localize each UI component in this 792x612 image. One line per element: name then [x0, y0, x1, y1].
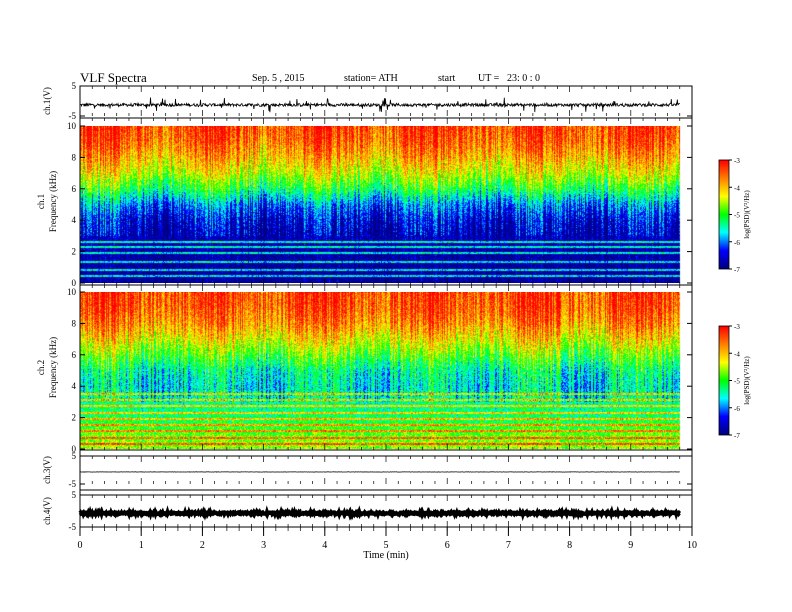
- header-station: station= ATH: [344, 73, 398, 84]
- colorbar-ch1: [719, 160, 729, 269]
- ytick-label-ch2-spectrogram-5: 10: [67, 287, 77, 297]
- ytick-label-ch3-waveform-1: -5: [69, 479, 77, 489]
- ytick-label-ch4-waveform-1: -5: [69, 522, 77, 532]
- ytick-label-ch2-spectrogram-0: 0: [72, 444, 77, 454]
- xaxis-tick-label-0: 0: [78, 540, 83, 551]
- xaxis-tick-label-2: 2: [200, 540, 205, 551]
- ytick-label-ch1-spectrogram-0: 0: [72, 278, 77, 288]
- ylabel-ch1-spectrogram: Frequency (kHz): [48, 171, 58, 232]
- xaxis-tick-label-3: 3: [261, 540, 266, 551]
- colorbar-frame-1: [718, 325, 730, 436]
- ytick-label-ch1-waveform-0: 5: [72, 81, 77, 91]
- ytick-label-ch1-spectrogram-2: 4: [72, 215, 77, 225]
- ytick-label-ch1-spectrogram-4: 8: [72, 152, 77, 162]
- ylabel-ch4-waveform: ch.4(V): [42, 497, 52, 525]
- ytick-label-ch1-waveform-1: -5: [69, 111, 77, 121]
- colorbar-tick-label-1-4: -7: [734, 432, 740, 440]
- header-start-label: start: [438, 73, 456, 84]
- xaxis-label: Time (min): [363, 550, 408, 561]
- waveform-ch1-waveform: [79, 97, 681, 113]
- colorbar-label-1: log(PSD)(V²/Hz): [743, 356, 751, 405]
- colorbar-tick-label-0-3: -6: [734, 239, 740, 247]
- header-ut-value: 23: 0 : 0: [507, 73, 541, 84]
- colorbar-tick-label-0-0: -3: [734, 157, 740, 165]
- colorbar-tick-label-0-4: -7: [734, 266, 740, 274]
- header-date: Sep. 5 , 2015: [252, 73, 305, 84]
- ylabel-ch3-waveform: ch.3(V): [42, 456, 52, 484]
- xaxis-tick-label-6: 6: [445, 540, 450, 551]
- colorbar-ch2: [719, 326, 729, 435]
- ytick-label-ch1-spectrogram-3: 6: [72, 184, 77, 194]
- xaxis-tick-label-1: 1: [139, 540, 144, 551]
- ylabel-ch2-spectrogram: Frequency (kHz): [48, 337, 58, 398]
- ytick-label-ch2-spectrogram-2: 4: [72, 381, 77, 391]
- header-ut-label: UT =: [478, 73, 500, 84]
- ch2-spectrogram-heatmap: [80, 292, 692, 449]
- colorbar-tick-label-1-2: -5: [734, 378, 740, 386]
- xaxis-tick-label-10: 10: [687, 540, 697, 551]
- ytick-label-ch2-spectrogram-3: 6: [72, 350, 77, 360]
- colorbar-tick-label-1-0: -3: [734, 323, 740, 331]
- xaxis-tick-label-7: 7: [506, 540, 511, 551]
- xaxis-tick-label-5: 5: [384, 540, 389, 551]
- ytick-label-ch2-spectrogram-4: 8: [72, 318, 77, 328]
- ch1-spectrogram-heatmap: [80, 126, 692, 283]
- ylabel-ch2-spectrogram-channel: ch.2: [36, 360, 46, 375]
- xaxis-tick-label-4: 4: [322, 540, 327, 551]
- colorbar-tick-label-0-2: -5: [734, 212, 740, 220]
- ytick-label-ch1-spectrogram-1: 2: [72, 247, 77, 257]
- ytick-label-ch2-spectrogram-1: 2: [72, 413, 77, 423]
- colorbar-tick-label-1-3: -6: [734, 405, 740, 413]
- waveform-ch4-waveform: [78, 505, 682, 522]
- colorbar-label-0: log(PSD)(V²/Hz): [743, 190, 751, 239]
- ytick-label-ch3-waveform-0: 5: [72, 451, 77, 461]
- ylabel-ch1-spectrogram-channel: ch.1: [36, 194, 46, 209]
- ytick-label-ch4-waveform-0: 5: [72, 490, 77, 500]
- ytick-label-ch1-spectrogram-5: 10: [67, 121, 77, 131]
- colorbar-tick-label-0-1: -4: [734, 184, 740, 192]
- header-title: VLF Spectra: [80, 70, 147, 85]
- colorbar-tick-label-1-1: -4: [734, 350, 740, 358]
- colorbar-frame-0: [718, 159, 730, 270]
- xaxis-tick-label-9: 9: [628, 540, 633, 551]
- xaxis-tick-label-8: 8: [567, 540, 572, 551]
- ylabel-ch1-waveform: ch.1(V): [42, 87, 52, 115]
